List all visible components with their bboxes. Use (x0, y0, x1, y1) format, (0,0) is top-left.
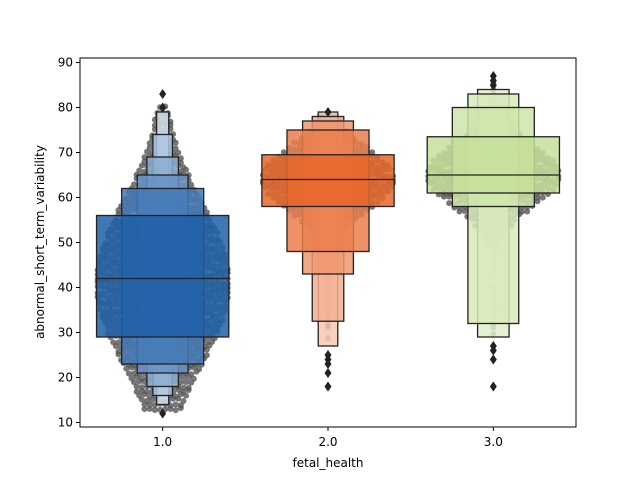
y-tick-label: 80 (58, 101, 73, 115)
swarm-point (177, 379, 184, 386)
boxen-box (261, 154, 395, 208)
x-tick-label: 3.0 (484, 435, 503, 449)
swarm-point (177, 155, 184, 162)
outlier-marker (159, 89, 167, 99)
outlier-marker (489, 354, 497, 365)
outlier-marker (489, 71, 497, 81)
y-axis: 10 20 30 40 50 60 70 80 90 (58, 56, 80, 430)
outlier-marker (324, 107, 332, 117)
swarm-point (151, 407, 158, 414)
y-tick-label: 70 (58, 146, 73, 160)
boxen-box (95, 214, 230, 338)
y-tick-label: 10 (58, 416, 73, 430)
y-tick-label: 60 (58, 191, 73, 205)
swarm-point (141, 158, 148, 165)
swarm-point (144, 388, 151, 395)
boxen-box (426, 136, 561, 194)
outlier-marker (489, 341, 497, 351)
swarm-point (188, 181, 195, 188)
swarm-point (133, 388, 140, 395)
swarm-point (180, 384, 187, 391)
swarm-point (110, 339, 117, 346)
y-tick-label: 20 (58, 371, 73, 385)
swarm-point (203, 209, 210, 216)
swarm-point (185, 384, 192, 391)
swarm-point (183, 379, 190, 386)
swarm-point (128, 375, 135, 382)
swarm-point (146, 393, 153, 400)
swarm-point (133, 383, 140, 390)
swarm-point (144, 397, 151, 404)
outlier-layer (159, 71, 497, 419)
y-axis-label: abnormal_short_term_variability (33, 145, 47, 339)
boxen-layer (95, 88, 561, 406)
outlier-marker (324, 350, 332, 360)
swarm-point (146, 140, 153, 147)
outlier-marker (159, 408, 167, 419)
outlier-marker (159, 102, 167, 113)
swarm-point (203, 339, 210, 346)
swarm-point (138, 384, 145, 391)
swarm-point (180, 164, 187, 171)
swarm-point (115, 339, 122, 346)
swarm-point (188, 371, 195, 378)
swarm-point (138, 375, 145, 382)
swarm-point (141, 406, 148, 413)
swarm-point (115, 348, 122, 355)
swarm-point (136, 167, 143, 174)
swarm-point (518, 208, 525, 215)
swarm-point (172, 407, 179, 414)
swarm-point (141, 154, 148, 161)
outlier-marker (324, 368, 332, 378)
swarm-point (280, 149, 287, 156)
y-tick-label: 50 (58, 236, 73, 250)
y-tick-label: 40 (58, 281, 73, 295)
swarm-point (190, 375, 197, 382)
y-tick-label: 30 (58, 326, 73, 340)
swarm-point (172, 145, 179, 152)
swarm-point (131, 181, 138, 188)
swarm-point (196, 366, 203, 373)
swarm-point (461, 207, 468, 214)
swarm-point (125, 370, 132, 377)
swarm-point (369, 149, 376, 156)
swarm-point (131, 370, 138, 377)
x-axis: 1.0 2.0 3.0 (153, 427, 503, 449)
swarm-point (446, 200, 453, 207)
swarm-point (524, 208, 531, 215)
outlier-marker (324, 381, 332, 392)
outlier-marker (489, 381, 497, 392)
x-tick-label: 1.0 (153, 435, 172, 449)
swarm-point (180, 398, 187, 405)
x-tick-label: 2.0 (318, 435, 337, 449)
swarm-point (141, 168, 148, 175)
swarm-point (172, 401, 179, 408)
swarm-point (146, 144, 153, 151)
swarm-point (180, 388, 187, 395)
x-axis-label: fetal_health (293, 456, 364, 470)
swarm-point (539, 194, 546, 201)
y-tick-label: 90 (58, 56, 73, 70)
swarm-point (177, 159, 184, 166)
swarm-point (203, 352, 210, 359)
